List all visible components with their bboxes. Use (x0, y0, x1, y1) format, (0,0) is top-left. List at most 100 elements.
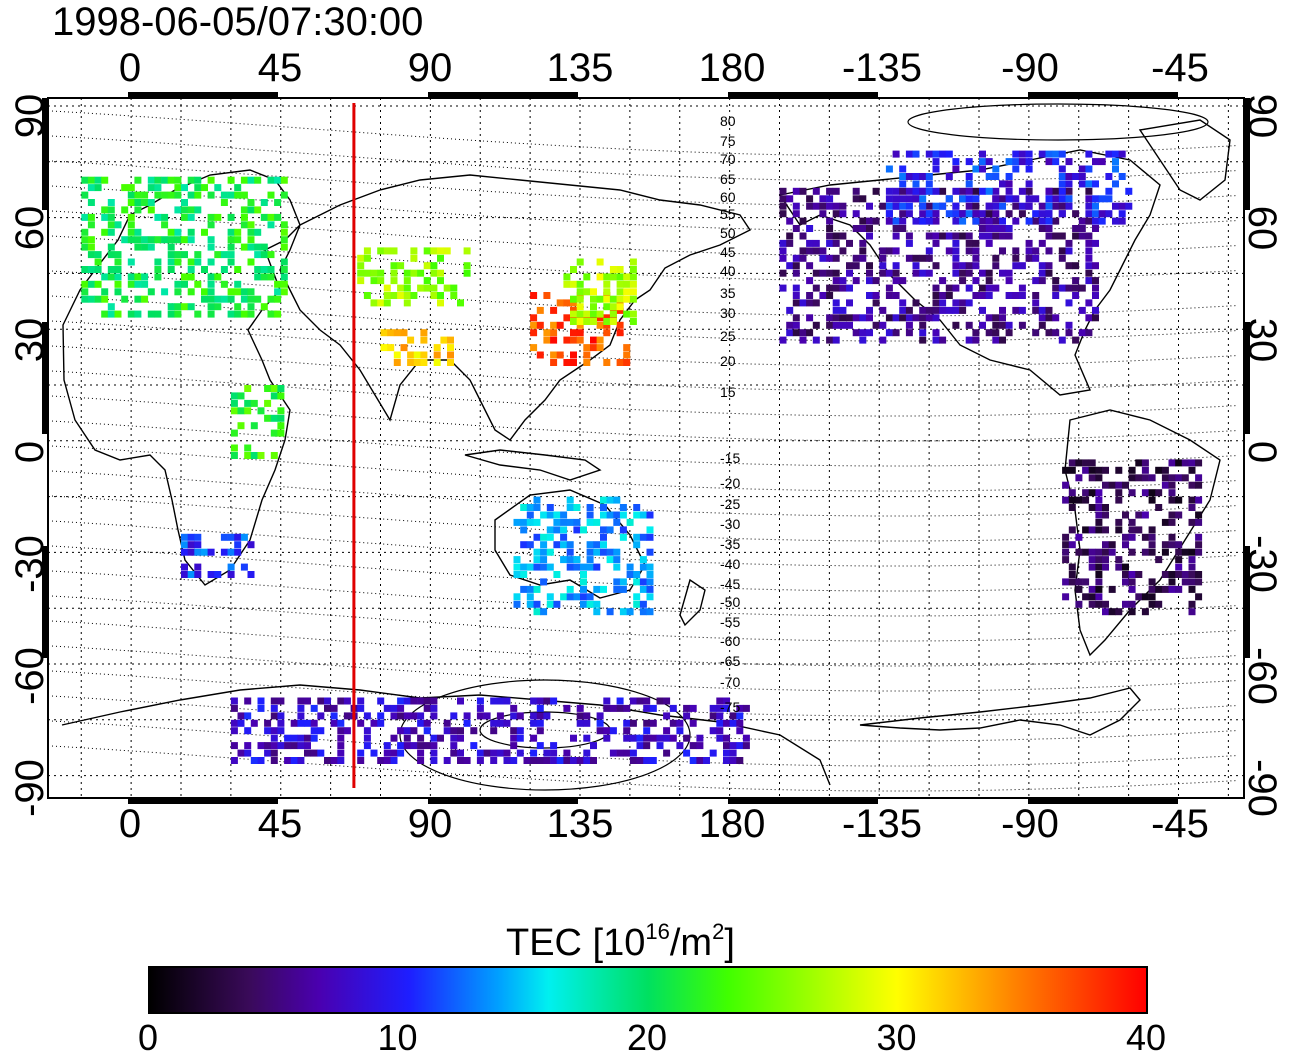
tec-cell-europe (194, 310, 202, 318)
tec-cell-europe (254, 273, 262, 281)
tec-cell-north-america (1065, 262, 1073, 270)
tec-cell-antarctica (457, 757, 464, 764)
tec-cell-south-america (1181, 459, 1189, 467)
tec-cell-canada-north (979, 165, 986, 173)
tec-cell-east-asia (609, 306, 617, 314)
tec-cell-north-america (972, 254, 980, 262)
tec-cell-australia (593, 541, 601, 549)
tec-cell-australia (600, 504, 607, 511)
tec-cell-canada-north (1018, 158, 1026, 166)
tec-cell-antarctica (450, 734, 458, 742)
tec-cell-antarctica (689, 757, 697, 764)
tec-cell-antarctica (723, 757, 730, 764)
tec-cell-north-america (832, 321, 840, 329)
tec-cell-japan (576, 295, 584, 303)
tec-cell-india (433, 344, 441, 352)
tec-cell-north-america (806, 262, 814, 270)
tec-cell-south-america (1115, 608, 1123, 616)
magnetic-contour (47, 745, 1237, 792)
tec-cell-canada-north (925, 187, 933, 195)
magnetic-latitude-label: -35 (720, 536, 740, 552)
tec-cell-central-asia (390, 247, 398, 255)
tec-cell-canada-north (905, 187, 913, 195)
tec-cell-east-asia (576, 336, 584, 344)
tec-cell-antarctica (603, 727, 611, 735)
lat-tick-right: 60 (1240, 205, 1284, 251)
tec-cell-japan (570, 266, 577, 273)
tec-cell-north-america (852, 277, 860, 285)
tec-cell-north-america (846, 239, 853, 247)
tec-cell-antarctica (490, 749, 498, 757)
tec-cell-europe (187, 206, 195, 214)
tec-cell-north-america (1052, 292, 1060, 299)
tec-cell-australia (546, 548, 554, 556)
tec-cell-europe (240, 221, 248, 229)
magnetic-latitude-label: 60 (720, 189, 736, 205)
tec-cell-europe (254, 243, 262, 251)
tec-cell-canada-north (1125, 202, 1133, 210)
tec-cell-europe (134, 310, 142, 318)
tec-cell-north-america (905, 329, 913, 337)
tec-cell-south-america (1135, 511, 1143, 519)
magnetic-latitude-label: 55 (720, 206, 736, 222)
tec-cell-north-america (992, 187, 1000, 195)
tec-cell-north-america (1065, 284, 1073, 292)
tec-cell-antarctica (623, 727, 631, 735)
tec-cell-central-asia (423, 262, 431, 270)
tec-cell-central-asia (457, 299, 464, 307)
tec-cell-north-america (792, 187, 800, 195)
tec-cell-north-america (826, 239, 834, 247)
tec-cell-north-america (892, 329, 900, 337)
tec-cell-south-america (1095, 466, 1103, 474)
tec-cell-canada-north (919, 202, 927, 210)
coast-indonesia (464, 449, 602, 481)
tec-cell-europe (101, 206, 109, 214)
tec-cell-south-america (1088, 466, 1096, 474)
tec-cell-antarctica (742, 734, 750, 742)
tec-cell-europe (81, 228, 89, 236)
tec-cell-south-america (1068, 489, 1076, 497)
tec-cell-north-america (866, 269, 873, 277)
tec-cell-europe (154, 236, 162, 244)
tec-cell-antarctica (696, 757, 704, 764)
tec-cell-europe (240, 295, 248, 303)
magnetic-latitude-label: -15 (720, 450, 740, 466)
lat-tick-right: 90 (1240, 93, 1284, 139)
tec-cell-south-america (1168, 474, 1176, 482)
frame-bar-bottom (1028, 798, 1178, 804)
tec-cell-europe (81, 243, 89, 251)
tec-cell-south-america (1128, 489, 1136, 497)
tec-cell-europe (267, 176, 275, 184)
tec-cell-north-america (1072, 284, 1080, 292)
tec-cell-north-america (852, 329, 860, 337)
tec-cell-japan (629, 288, 637, 296)
frame-bar-top (128, 92, 278, 98)
tec-cell-europe (87, 280, 95, 288)
tec-cell-north-america (1092, 284, 1099, 292)
tec-cell-south-america (1095, 578, 1103, 586)
tec-cell-australia (619, 585, 627, 593)
magnetic-contour (47, 110, 1237, 157)
tec-cell-south-america (1068, 563, 1076, 571)
tec-cell-north-america (826, 314, 834, 322)
tec-cell-canada-north (1092, 217, 1099, 225)
colorbar-label: TEC [1016/m2] (506, 910, 735, 965)
tec-cell-antarctica (543, 712, 551, 720)
tec-cell-north-america (839, 202, 847, 210)
tec-cell-antarctica (729, 742, 737, 750)
tec-cell-europe (207, 176, 215, 184)
tec-cell-australia (633, 600, 641, 608)
tec-cell-south-america (1195, 578, 1203, 586)
tec-cell-central-asia (403, 277, 411, 285)
tec-cell-australia (533, 585, 541, 593)
tec-cell-east-asia (590, 336, 597, 344)
tec-cell-australia (626, 608, 634, 616)
tec-cell-east-asia (550, 306, 558, 314)
tec-cell-canada-north (1092, 195, 1099, 203)
coast-asia (279, 174, 752, 441)
tec-cell-antarctica (297, 757, 305, 764)
tec-cell-south-america (1195, 533, 1203, 541)
tec-cell-north-america (992, 210, 1000, 218)
tec-cell-central-asia (390, 292, 398, 299)
tec-cell-south-america (1148, 541, 1156, 549)
